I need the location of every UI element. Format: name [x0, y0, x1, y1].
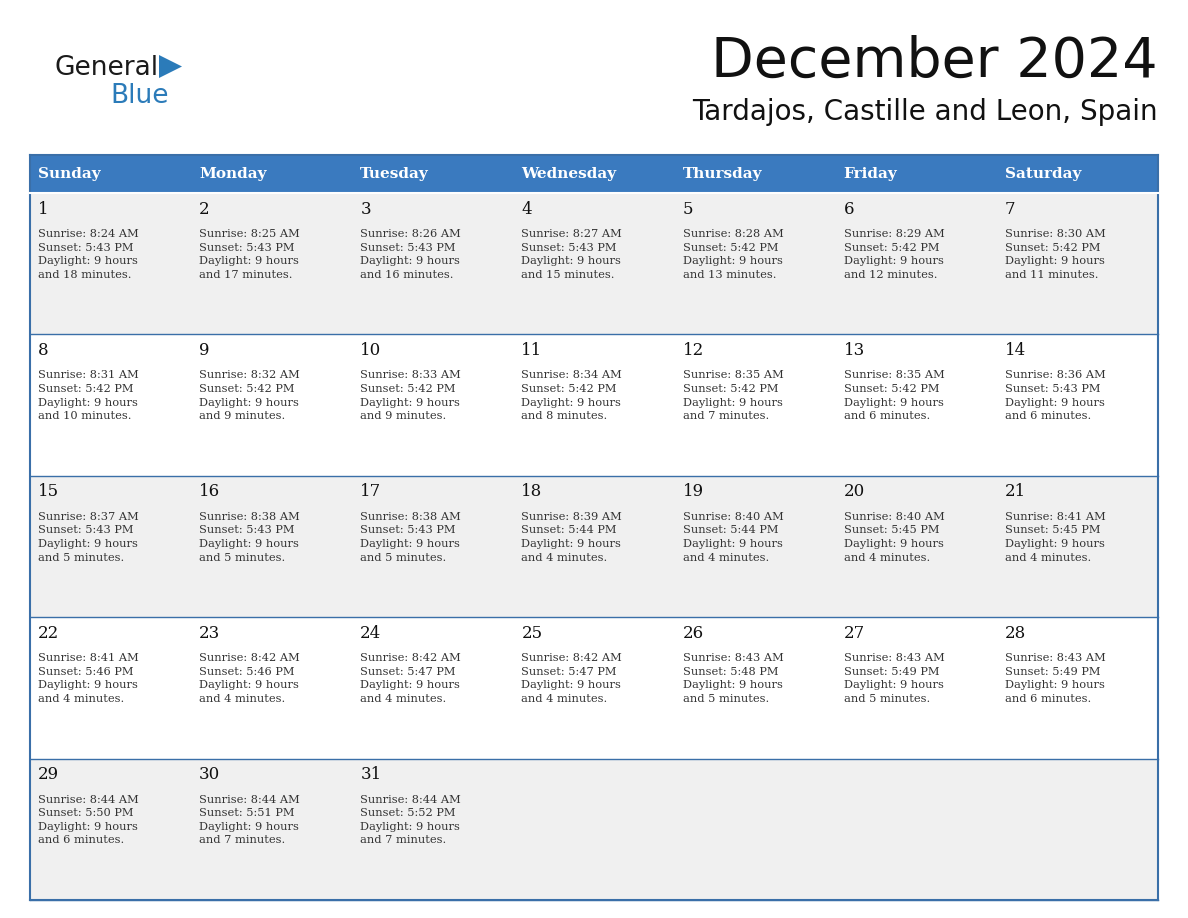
Text: Sunrise: 8:33 AM
Sunset: 5:42 PM
Daylight: 9 hours
and 9 minutes.: Sunrise: 8:33 AM Sunset: 5:42 PM Dayligh… [360, 370, 461, 421]
Text: Monday: Monday [200, 167, 266, 181]
Text: 15: 15 [38, 483, 59, 500]
Text: General: General [55, 55, 159, 81]
Text: 31: 31 [360, 767, 381, 783]
Bar [30, 476, 1158, 617]
Text: 2: 2 [200, 200, 210, 218]
Text: December 2024: December 2024 [712, 35, 1158, 89]
Text: 7: 7 [1005, 200, 1016, 218]
Text: 8: 8 [38, 341, 49, 359]
Text: Sunrise: 8:34 AM
Sunset: 5:42 PM
Daylight: 9 hours
and 8 minutes.: Sunrise: 8:34 AM Sunset: 5:42 PM Dayligh… [522, 370, 623, 421]
Text: 6: 6 [843, 200, 854, 218]
Text: Sunrise: 8:41 AM
Sunset: 5:45 PM
Daylight: 9 hours
and 4 minutes.: Sunrise: 8:41 AM Sunset: 5:45 PM Dayligh… [1005, 512, 1106, 563]
Bar [30, 193, 1158, 334]
Text: 3: 3 [360, 200, 371, 218]
Text: Sunrise: 8:41 AM
Sunset: 5:46 PM
Daylight: 9 hours
and 4 minutes.: Sunrise: 8:41 AM Sunset: 5:46 PM Dayligh… [38, 654, 139, 704]
Text: Sunrise: 8:27 AM
Sunset: 5:43 PM
Daylight: 9 hours
and 15 minutes.: Sunrise: 8:27 AM Sunset: 5:43 PM Dayligh… [522, 229, 623, 280]
Text: Sunrise: 8:43 AM
Sunset: 5:49 PM
Daylight: 9 hours
and 5 minutes.: Sunrise: 8:43 AM Sunset: 5:49 PM Dayligh… [843, 654, 944, 704]
Text: Sunrise: 8:43 AM
Sunset: 5:49 PM
Daylight: 9 hours
and 6 minutes.: Sunrise: 8:43 AM Sunset: 5:49 PM Dayligh… [1005, 654, 1106, 704]
Polygon shape [159, 55, 182, 78]
Text: 21: 21 [1005, 483, 1026, 500]
Text: 16: 16 [200, 483, 220, 500]
Text: Sunrise: 8:32 AM
Sunset: 5:42 PM
Daylight: 9 hours
and 9 minutes.: Sunrise: 8:32 AM Sunset: 5:42 PM Dayligh… [200, 370, 299, 421]
Text: Sunrise: 8:44 AM
Sunset: 5:51 PM
Daylight: 9 hours
and 7 minutes.: Sunrise: 8:44 AM Sunset: 5:51 PM Dayligh… [200, 795, 299, 845]
Text: Sunrise: 8:29 AM
Sunset: 5:42 PM
Daylight: 9 hours
and 12 minutes.: Sunrise: 8:29 AM Sunset: 5:42 PM Dayligh… [843, 229, 944, 280]
Text: Wednesday: Wednesday [522, 167, 617, 181]
Text: Sunrise: 8:42 AM
Sunset: 5:47 PM
Daylight: 9 hours
and 4 minutes.: Sunrise: 8:42 AM Sunset: 5:47 PM Dayligh… [360, 654, 461, 704]
Text: 30: 30 [200, 767, 221, 783]
Text: 25: 25 [522, 625, 543, 642]
Text: 26: 26 [683, 625, 703, 642]
Bar [30, 617, 1158, 758]
Text: Sunrise: 8:30 AM
Sunset: 5:42 PM
Daylight: 9 hours
and 11 minutes.: Sunrise: 8:30 AM Sunset: 5:42 PM Dayligh… [1005, 229, 1106, 280]
Text: Sunday: Sunday [38, 167, 101, 181]
Text: Sunrise: 8:38 AM
Sunset: 5:43 PM
Daylight: 9 hours
and 5 minutes.: Sunrise: 8:38 AM Sunset: 5:43 PM Dayligh… [200, 512, 299, 563]
Text: 23: 23 [200, 625, 221, 642]
Text: 24: 24 [360, 625, 381, 642]
Text: 9: 9 [200, 341, 209, 359]
Text: Sunrise: 8:42 AM
Sunset: 5:46 PM
Daylight: 9 hours
and 4 minutes.: Sunrise: 8:42 AM Sunset: 5:46 PM Dayligh… [200, 654, 299, 704]
Text: Saturday: Saturday [1005, 167, 1081, 181]
Text: Sunrise: 8:42 AM
Sunset: 5:47 PM
Daylight: 9 hours
and 4 minutes.: Sunrise: 8:42 AM Sunset: 5:47 PM Dayligh… [522, 654, 623, 704]
Text: Friday: Friday [843, 167, 897, 181]
Text: Sunrise: 8:35 AM
Sunset: 5:42 PM
Daylight: 9 hours
and 7 minutes.: Sunrise: 8:35 AM Sunset: 5:42 PM Dayligh… [683, 370, 783, 421]
Text: Sunrise: 8:24 AM
Sunset: 5:43 PM
Daylight: 9 hours
and 18 minutes.: Sunrise: 8:24 AM Sunset: 5:43 PM Dayligh… [38, 229, 139, 280]
Text: 12: 12 [683, 341, 703, 359]
Text: 17: 17 [360, 483, 381, 500]
Text: 1: 1 [38, 200, 49, 218]
Text: Sunrise: 8:44 AM
Sunset: 5:50 PM
Daylight: 9 hours
and 6 minutes.: Sunrise: 8:44 AM Sunset: 5:50 PM Dayligh… [38, 795, 139, 845]
Text: Thursday: Thursday [683, 167, 762, 181]
Text: 28: 28 [1005, 625, 1026, 642]
Text: Sunrise: 8:36 AM
Sunset: 5:43 PM
Daylight: 9 hours
and 6 minutes.: Sunrise: 8:36 AM Sunset: 5:43 PM Dayligh… [1005, 370, 1106, 421]
Bar [30, 334, 1158, 476]
Text: Sunrise: 8:26 AM
Sunset: 5:43 PM
Daylight: 9 hours
and 16 minutes.: Sunrise: 8:26 AM Sunset: 5:43 PM Dayligh… [360, 229, 461, 280]
Text: 11: 11 [522, 341, 543, 359]
Text: Sunrise: 8:38 AM
Sunset: 5:43 PM
Daylight: 9 hours
and 5 minutes.: Sunrise: 8:38 AM Sunset: 5:43 PM Dayligh… [360, 512, 461, 563]
Text: Sunrise: 8:40 AM
Sunset: 5:44 PM
Daylight: 9 hours
and 4 minutes.: Sunrise: 8:40 AM Sunset: 5:44 PM Dayligh… [683, 512, 783, 563]
Text: 19: 19 [683, 483, 703, 500]
Text: Sunrise: 8:37 AM
Sunset: 5:43 PM
Daylight: 9 hours
and 5 minutes.: Sunrise: 8:37 AM Sunset: 5:43 PM Dayligh… [38, 512, 139, 563]
Text: 18: 18 [522, 483, 543, 500]
Text: Sunrise: 8:31 AM
Sunset: 5:42 PM
Daylight: 9 hours
and 10 minutes.: Sunrise: 8:31 AM Sunset: 5:42 PM Dayligh… [38, 370, 139, 421]
Text: Sunrise: 8:44 AM
Sunset: 5:52 PM
Daylight: 9 hours
and 7 minutes.: Sunrise: 8:44 AM Sunset: 5:52 PM Dayligh… [360, 795, 461, 845]
Text: Sunrise: 8:35 AM
Sunset: 5:42 PM
Daylight: 9 hours
and 6 minutes.: Sunrise: 8:35 AM Sunset: 5:42 PM Dayligh… [843, 370, 944, 421]
Text: 20: 20 [843, 483, 865, 500]
Text: 13: 13 [843, 341, 865, 359]
Text: Sunrise: 8:28 AM
Sunset: 5:42 PM
Daylight: 9 hours
and 13 minutes.: Sunrise: 8:28 AM Sunset: 5:42 PM Dayligh… [683, 229, 783, 280]
Text: Sunrise: 8:39 AM
Sunset: 5:44 PM
Daylight: 9 hours
and 4 minutes.: Sunrise: 8:39 AM Sunset: 5:44 PM Dayligh… [522, 512, 623, 563]
Text: Tardajos, Castille and Leon, Spain: Tardajos, Castille and Leon, Spain [693, 98, 1158, 126]
Text: 14: 14 [1005, 341, 1026, 359]
Text: Sunrise: 8:43 AM
Sunset: 5:48 PM
Daylight: 9 hours
and 5 minutes.: Sunrise: 8:43 AM Sunset: 5:48 PM Dayligh… [683, 654, 783, 704]
Text: 4: 4 [522, 200, 532, 218]
Text: 22: 22 [38, 625, 59, 642]
Text: 10: 10 [360, 341, 381, 359]
Text: Sunrise: 8:25 AM
Sunset: 5:43 PM
Daylight: 9 hours
and 17 minutes.: Sunrise: 8:25 AM Sunset: 5:43 PM Dayligh… [200, 229, 299, 280]
Text: 27: 27 [843, 625, 865, 642]
Bar [30, 155, 1158, 193]
Text: 5: 5 [683, 200, 693, 218]
Text: Sunrise: 8:40 AM
Sunset: 5:45 PM
Daylight: 9 hours
and 4 minutes.: Sunrise: 8:40 AM Sunset: 5:45 PM Dayligh… [843, 512, 944, 563]
Text: Blue: Blue [110, 83, 169, 109]
Text: Tuesday: Tuesday [360, 167, 429, 181]
Bar [30, 758, 1158, 900]
Text: 29: 29 [38, 767, 59, 783]
